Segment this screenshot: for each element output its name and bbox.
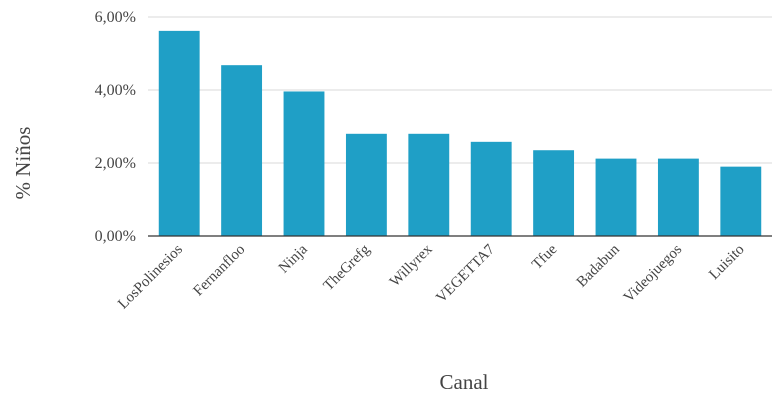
bar-badabun — [595, 158, 637, 236]
bars — [158, 30, 762, 237]
y-tick-label: 0,00% — [95, 228, 136, 245]
x-category-label: VEGETTA7 — [433, 241, 498, 306]
x-category-label: Fernanfloo — [191, 242, 249, 300]
x-axis-title: Canal — [440, 370, 489, 394]
x-category-label: Ninja — [276, 241, 311, 276]
bar-ninja — [283, 91, 325, 237]
y-tick-labels: 0,00% 2,00% 4,00% 6,00% — [95, 9, 136, 245]
bar-thegrefg — [345, 133, 387, 236]
x-category-label: Willyrex — [387, 241, 436, 290]
x-category-label: Tfue — [529, 241, 561, 273]
x-category-label: LosPolinesios — [115, 241, 186, 312]
y-tick-label: 6,00% — [95, 9, 136, 26]
x-category-label: Videojuegos — [621, 241, 685, 305]
bar-vegetta7 — [470, 141, 512, 236]
y-axis-title: % Niños — [11, 127, 35, 200]
x-category-label: Luisito — [706, 242, 747, 283]
bar-willyrex — [408, 133, 450, 236]
y-tick-label: 2,00% — [95, 155, 136, 172]
bar-luisito — [720, 166, 762, 236]
x-category-label: TheGrefg — [321, 241, 374, 294]
bar-fernanfloo — [221, 65, 263, 237]
x-category-labels: LosPolinesios Fernanfloo Ninja TheGrefg Will… — [115, 241, 747, 312]
y-tick-label: 4,00% — [95, 82, 136, 99]
bar-lospolinesios — [158, 30, 200, 237]
x-category-label: Badabun — [574, 241, 623, 290]
bar-videojuegos — [657, 158, 699, 236]
bar-tfue — [533, 150, 575, 236]
